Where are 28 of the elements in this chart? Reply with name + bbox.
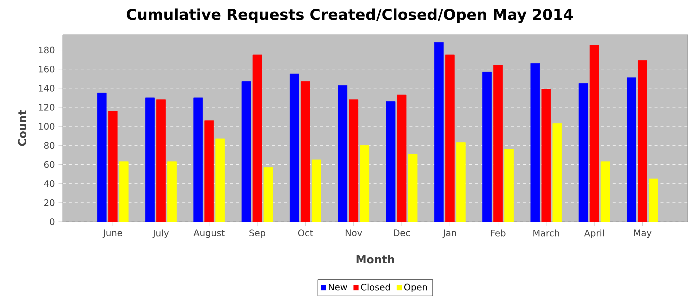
y-tick-label: 120 xyxy=(39,104,55,111)
y-tick-label: 40 xyxy=(44,180,55,188)
y-tick-label: 0 xyxy=(50,218,55,226)
legend-label: New xyxy=(329,284,348,291)
x-tick-label: Oct xyxy=(298,230,314,237)
x-tick-label: Jan xyxy=(442,230,456,238)
y-tick-label: 140 xyxy=(39,85,55,92)
x-tick-label: August xyxy=(194,230,225,238)
x-tick-label: Nov xyxy=(346,230,362,236)
legend-label: Closed xyxy=(361,284,390,291)
x-tick-label: Dec xyxy=(394,230,410,236)
x-tick-label: June xyxy=(102,230,122,238)
x-tick-label: July xyxy=(152,230,170,238)
legend-label: Open xyxy=(404,284,428,292)
y-tick-label: 180 xyxy=(39,46,55,54)
y-tick-label: 80 xyxy=(44,142,55,150)
x-tick-label: Feb xyxy=(491,230,506,237)
y-tick-label: 100 xyxy=(39,123,55,130)
x-axis-title: Month xyxy=(356,255,394,264)
y-tick-label: 160 xyxy=(39,66,55,73)
chart-title: Cumulative Requests Created/Closed/Open May 2014 xyxy=(126,8,574,24)
y-axis-title: Count xyxy=(18,110,27,146)
x-tick-label: March xyxy=(534,230,560,237)
y-tick-label: 60 xyxy=(44,161,55,168)
x-tick-label: Sep xyxy=(250,230,266,238)
x-tick-label: May xyxy=(634,230,652,238)
y-tick-label: 20 xyxy=(44,200,55,206)
x-tick-label: April xyxy=(584,230,604,238)
